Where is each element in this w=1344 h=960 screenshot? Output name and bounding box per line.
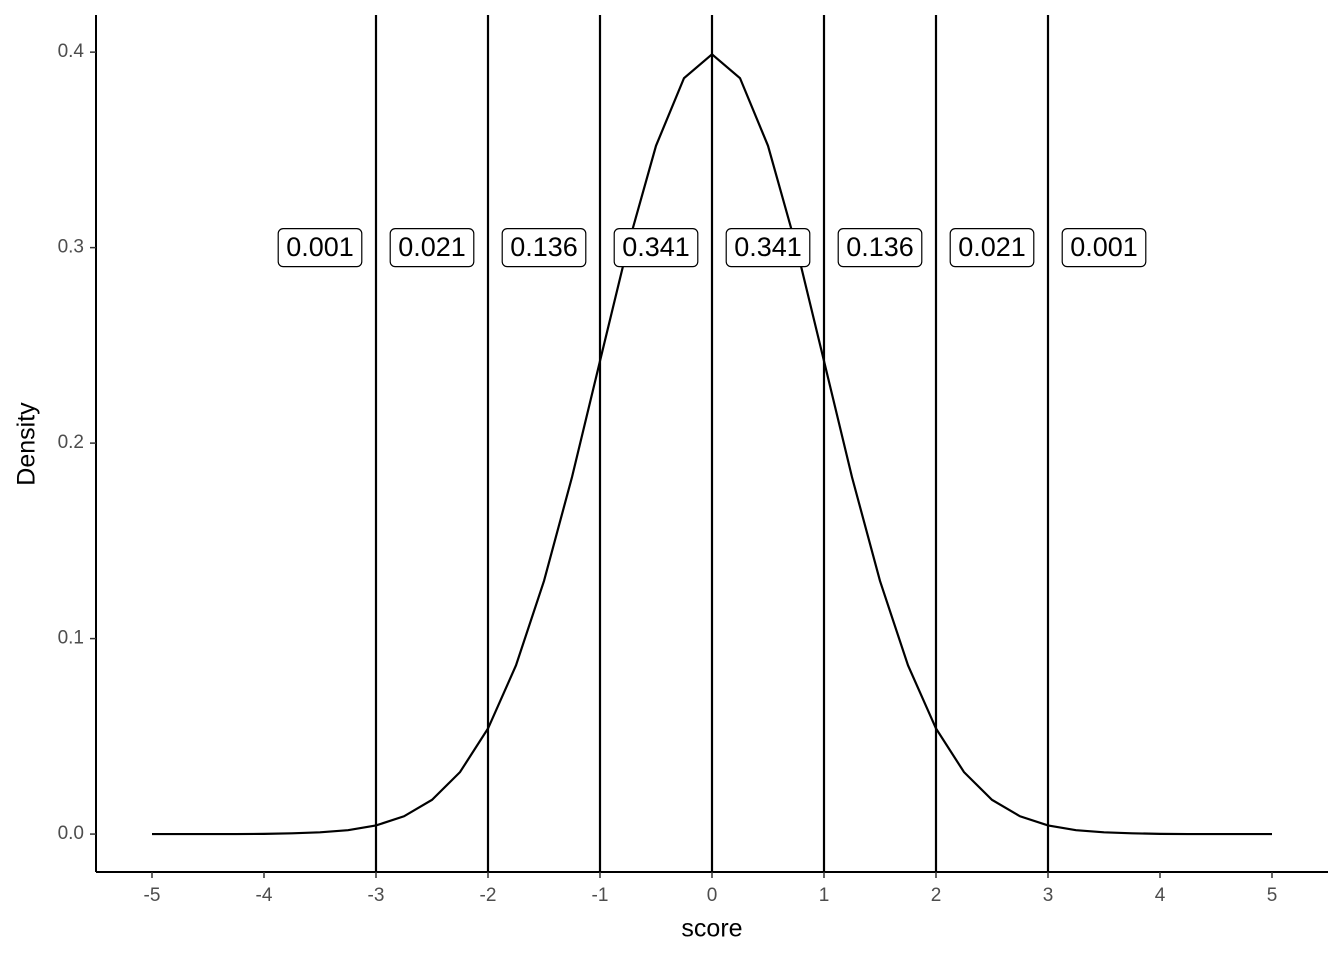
- annotation: 0.001: [1061, 228, 1147, 268]
- annotation-box: [613, 228, 699, 268]
- annotation-label: 0.136: [510, 232, 578, 262]
- annotation-box: [389, 228, 475, 268]
- x-tick-label: -2: [480, 885, 497, 906]
- annotation: 0.021: [949, 228, 1035, 268]
- y-tick-label: 0.4: [58, 41, 85, 62]
- y-axis-title: Density: [13, 402, 41, 486]
- annotation-label: 0.341: [734, 232, 802, 262]
- x-tick-label: -5: [144, 885, 161, 906]
- annotation: 0.136: [837, 228, 923, 268]
- annotation-label: 0.021: [398, 232, 466, 262]
- annotation: 0.001: [277, 228, 363, 268]
- annotation-label: 0.136: [846, 232, 914, 262]
- annotation-box: [277, 228, 363, 268]
- x-tick-label: 3: [1043, 885, 1054, 906]
- annotation: 0.341: [725, 228, 811, 268]
- annotation-box: [949, 228, 1035, 268]
- y-tick-label: 0.1: [58, 628, 84, 649]
- annotation-box: [725, 228, 811, 268]
- x-tick-label: 0: [707, 885, 718, 906]
- x-tick-label: -3: [368, 885, 385, 906]
- x-tick-label: 1: [819, 885, 830, 906]
- x-tick-label: -4: [256, 885, 273, 906]
- y-tick-label: 0.0: [58, 823, 84, 844]
- y-tick-label: 0.2: [58, 432, 84, 453]
- annotation-label: 0.001: [1070, 232, 1138, 262]
- y-tick-label: 0.3: [58, 237, 84, 258]
- x-tick-label: 4: [1155, 885, 1166, 906]
- annotation-box: [1061, 228, 1147, 268]
- annotation-label: 0.001: [286, 232, 354, 262]
- x-axis-title: score: [681, 915, 742, 943]
- x-tick-label: 2: [931, 885, 942, 906]
- annotation-box: [837, 228, 923, 268]
- x-tick-label: -1: [592, 885, 609, 906]
- x-tick-label: 5: [1267, 885, 1278, 906]
- annotation: 0.136: [501, 228, 587, 268]
- annotation: 0.341: [613, 228, 699, 268]
- annotation: 0.021: [389, 228, 475, 268]
- annotation-label: 0.021: [958, 232, 1026, 262]
- annotation-label: 0.341: [622, 232, 690, 262]
- annotation-box: [501, 228, 587, 268]
